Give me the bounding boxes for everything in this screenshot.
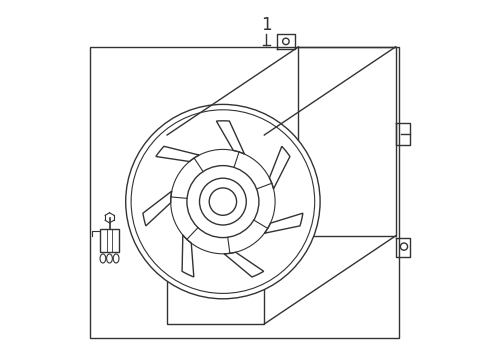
Text: 1: 1 <box>260 16 271 34</box>
Circle shape <box>209 188 236 215</box>
Circle shape <box>125 104 320 299</box>
Circle shape <box>186 166 258 238</box>
Bar <box>89 47 399 338</box>
Bar <box>100 229 119 252</box>
Circle shape <box>199 178 246 225</box>
